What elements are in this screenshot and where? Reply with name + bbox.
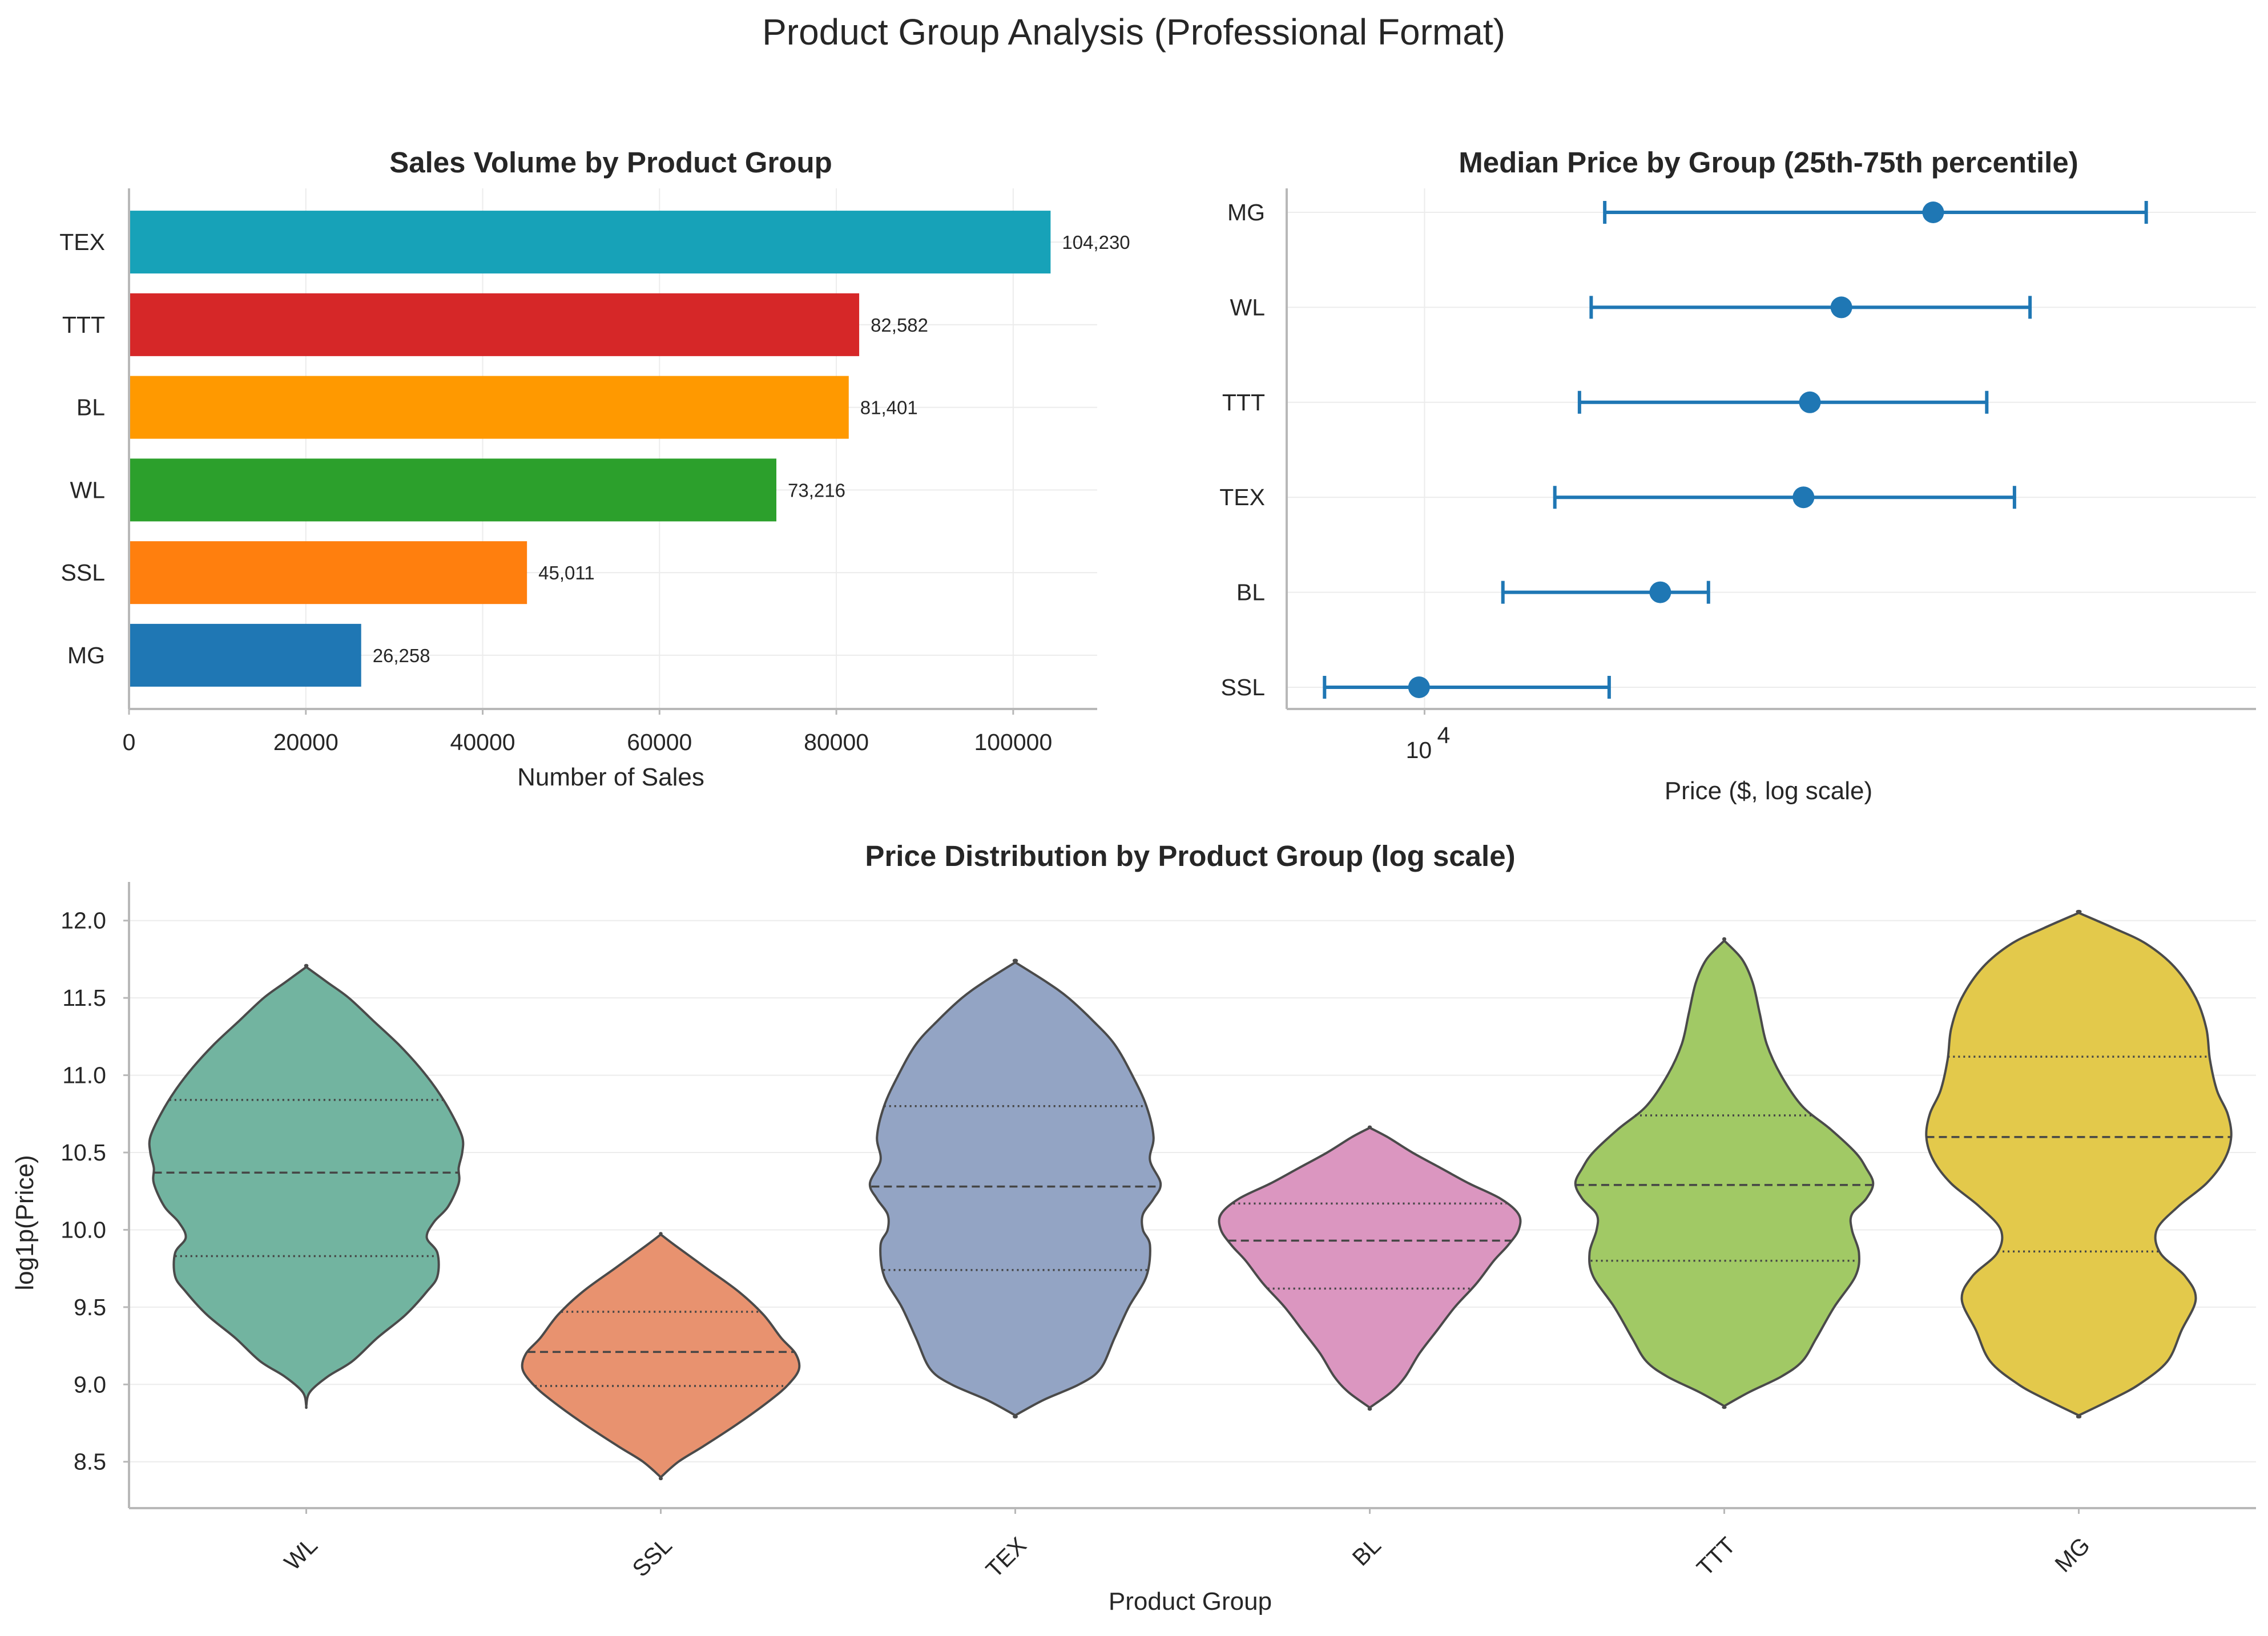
y-tick-label: MG (1227, 199, 1265, 225)
bar-value-label: 82,582 (871, 315, 928, 336)
bar-value-label: 45,011 (538, 562, 594, 583)
y-tick-label: 9.0 (74, 1371, 106, 1397)
x-tick-label-base: 10 (1406, 737, 1432, 763)
y-tick-label: 10.0 (61, 1216, 106, 1243)
x-tick-label: 60000 (627, 729, 692, 755)
sales-volume-axes: TEX TTT BL WL SSL MG 0 20000 40000 60000 80000 1000… (59, 188, 1097, 755)
x-tick-label: 20000 (273, 729, 339, 755)
median-price-axes: MG WL TTT TEX BL SSL 104 (1219, 188, 2256, 763)
price-distribution-axes: 8.59.09.510.010.511.011.512.0WL SSL TEX BL T… (61, 882, 2256, 1583)
y-tick-label: 10.5 (61, 1139, 106, 1166)
sales-volume-panel: Sales Volume by Product Group 104,230 82,… (59, 146, 1130, 791)
y-tick-label: WL (70, 477, 106, 503)
y-tick-label: TTT (1222, 389, 1265, 416)
violin-bl (1218, 1125, 1522, 1411)
x-tick-label-exponent: 4 (1437, 722, 1450, 748)
y-tick-label: TEX (1219, 484, 1265, 510)
median-marker-wl (1830, 296, 1852, 319)
x-tick-label: 80000 (804, 729, 869, 755)
bar-value-label: 73,216 (788, 479, 845, 501)
sales-volume-xlabel: Number of Sales (517, 763, 704, 791)
bar-ssl (129, 541, 527, 605)
bar-mg (129, 623, 361, 687)
violin-wl (148, 964, 465, 1409)
bar-wl (129, 458, 777, 522)
median-marker-ssl (1408, 676, 1430, 698)
median-marker-mg (1922, 202, 1944, 223)
y-tick-label: WL (1230, 294, 1266, 320)
violin-mg (1925, 909, 2233, 1419)
bar-ttt (129, 293, 860, 356)
y-tick-label: SSL (61, 559, 106, 586)
sales-volume-title: Sales Volume by Product Group (389, 146, 832, 179)
median-marker-bl (1649, 581, 1671, 603)
bar-value-label: 104,230 (1062, 232, 1130, 253)
price-distribution-grid (129, 920, 2256, 1462)
sales-volume-bars: 104,230 82,582 81,401 73,216 45,011 26,258 (129, 211, 1130, 687)
bar-tex (129, 211, 1051, 274)
violin-ssl (521, 1232, 801, 1481)
median-marker-ttt (1799, 391, 1821, 413)
median-price-xlabel: Price ($, log scale) (1665, 777, 1872, 805)
y-tick-label: SSL (1221, 674, 1266, 700)
median-price-markers (1323, 201, 2148, 699)
y-tick-label: TEX (59, 229, 105, 255)
bar-bl (129, 376, 849, 439)
price-distribution-xlabel: Product Group (1109, 1587, 1272, 1615)
price-distribution-panel: Price Distribution by Product Group (log… (11, 840, 2256, 1615)
y-tick-label: 11.0 (62, 1062, 106, 1089)
median-price-title: Median Price by Group (25th-75th percent… (1459, 146, 2078, 179)
bar-value-label: 81,401 (860, 397, 918, 418)
y-tick-label: TTT (62, 312, 105, 338)
price-distribution-violins (148, 909, 2233, 1481)
y-tick-label: 9.5 (74, 1294, 106, 1320)
x-tick-label: 40000 (450, 729, 515, 755)
violin-ttt (1574, 937, 1875, 1409)
y-tick-label: 11.5 (62, 985, 106, 1011)
median-marker-tex (1792, 486, 1815, 509)
y-tick-label: BL (76, 394, 105, 421)
y-tick-label: BL (1236, 579, 1265, 606)
y-tick-label: MG (67, 642, 105, 668)
y-tick-label: 12.0 (61, 908, 106, 934)
price-distribution-ylabel: log1p(Price) (11, 1155, 39, 1290)
median-price-panel: Median Price by Group (25th-75th percent… (1219, 146, 2256, 805)
bar-value-label: 26,258 (373, 645, 430, 666)
y-tick-label: 8.5 (74, 1449, 106, 1475)
price-distribution-title: Price Distribution by Product Group (log… (865, 840, 1515, 872)
x-tick-label: 100000 (974, 729, 1052, 755)
violin-tex (868, 958, 1162, 1419)
x-tick-label: 0 (123, 729, 136, 755)
figure-suptitle: Product Group Analysis (Professional For… (762, 11, 1505, 53)
